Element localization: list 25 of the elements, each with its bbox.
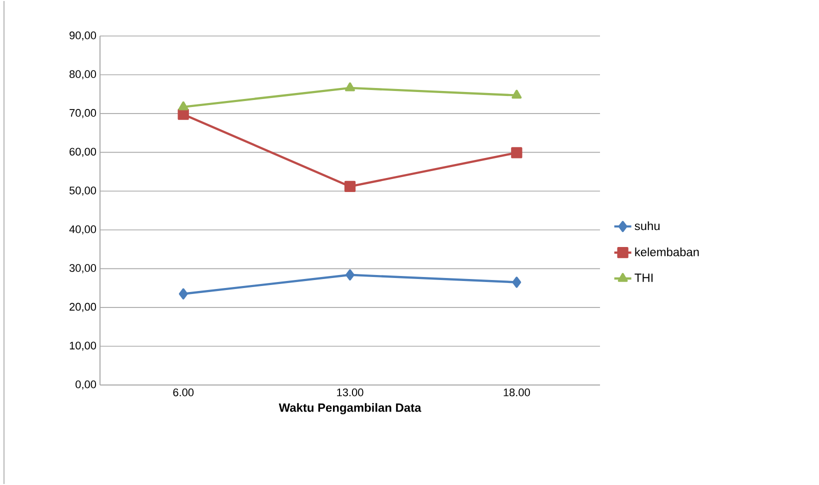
y-tick-label: 20,00	[70, 302, 96, 312]
y-tick-label: 50,00	[69, 186, 96, 196]
y-tick-label: 70,00	[70, 109, 96, 118]
x-tick-label: 18.00	[504, 388, 530, 396]
point	[345, 82, 355, 92]
point	[512, 276, 522, 288]
y-tick-label: 10,00	[70, 342, 96, 351]
y-tick-label: 30,00	[69, 264, 96, 274]
y-tick-label: 90,00	[70, 31, 96, 41]
legend-label: THI	[634, 274, 653, 282]
x-tick-label: 6.00	[173, 388, 194, 396]
point	[178, 288, 188, 300]
y-tick-label: 60,00	[70, 148, 96, 157]
point	[178, 101, 188, 110]
point	[344, 180, 356, 192]
point	[512, 90, 522, 99]
legend-label: suhu	[634, 221, 660, 230]
legend-label: kelembaban	[635, 248, 699, 256]
y-tick-label: 80,00	[70, 70, 96, 80]
x-tick-label: 13.00	[337, 388, 364, 396]
point	[346, 269, 354, 280]
y-tick-label: 0,00	[76, 380, 96, 390]
x-axis-title: Waktu Pengambilan Data	[278, 403, 422, 414]
y-tick-label: 40,00	[69, 225, 96, 234]
point	[511, 147, 522, 158]
